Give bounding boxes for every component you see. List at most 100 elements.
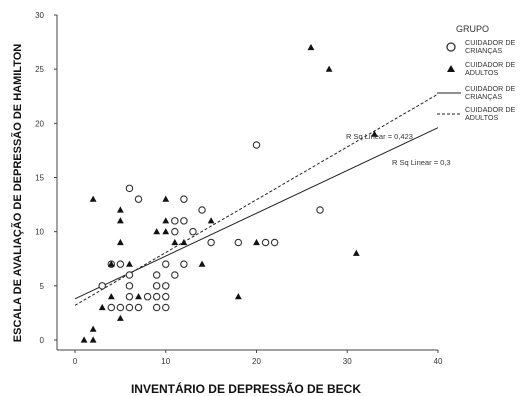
point-circle xyxy=(234,238,243,247)
point-circle xyxy=(162,292,170,301)
point-circle xyxy=(116,260,125,268)
legend-label: CUIDADOR DE xyxy=(465,84,516,93)
legend-label: CUIDADOR DE xyxy=(465,38,516,47)
legend-triangle-symbol xyxy=(447,65,455,72)
data-points xyxy=(80,43,378,343)
legend-title: GRUPO xyxy=(456,24,489,34)
point-triangle xyxy=(116,314,124,321)
point-triangle xyxy=(352,249,360,256)
x-tick-label: 10 xyxy=(161,357,170,366)
point-circle xyxy=(125,184,134,193)
point-circle xyxy=(152,292,161,301)
point-circle xyxy=(171,227,179,236)
y-tick-label: 5 xyxy=(40,282,45,291)
point-circle xyxy=(207,238,215,247)
point-triangle xyxy=(107,293,115,300)
point-circle xyxy=(98,282,106,290)
point-triangle xyxy=(153,228,161,235)
x-axis-label: INVENTÁRIO DE DEPRESSÃO DE BECK xyxy=(131,381,361,396)
point-triangle xyxy=(207,217,215,224)
point-circle xyxy=(189,227,197,236)
y-tick-label: 30 xyxy=(35,11,44,20)
legend-label: CUIDADOR DE xyxy=(465,60,516,69)
x-tick-label: 20 xyxy=(252,357,261,366)
point-triangle xyxy=(180,238,188,246)
point-triangle xyxy=(325,65,333,72)
legend-label: CRIANÇAS xyxy=(465,46,502,55)
point-circle xyxy=(134,303,143,312)
point-circle xyxy=(134,195,143,203)
point-circle xyxy=(162,282,170,290)
point-circle xyxy=(180,217,188,225)
legend-label: ADULTOS xyxy=(465,113,498,122)
point-circle xyxy=(125,271,134,279)
r-squared-label: R Sq Linear = 0,3 xyxy=(392,158,451,167)
y-tick-label: 10 xyxy=(35,228,44,237)
point-circle xyxy=(116,303,125,312)
y-tick-label: 15 xyxy=(35,174,44,183)
point-circle xyxy=(198,206,206,214)
point-circle xyxy=(180,260,188,268)
point-triangle xyxy=(80,336,88,343)
y-tick-label: 25 xyxy=(35,65,44,74)
point-circle xyxy=(316,206,324,214)
regression-lines xyxy=(74,93,439,306)
fit-line-children xyxy=(74,127,439,300)
point-circle xyxy=(180,195,188,203)
y-tick-label: 20 xyxy=(35,119,44,128)
point-triangle xyxy=(116,206,124,213)
point-circle xyxy=(143,292,152,301)
point-triangle xyxy=(307,43,315,51)
point-triangle xyxy=(126,260,133,267)
point-triangle xyxy=(171,238,179,246)
legend-label: CRIANÇAS xyxy=(465,92,502,101)
point-circle xyxy=(162,303,170,312)
point-triangle xyxy=(116,238,124,246)
point-triangle xyxy=(371,130,378,137)
point-circle xyxy=(162,260,170,268)
x-tick-label: 0 xyxy=(73,357,78,366)
point-triangle xyxy=(162,217,170,224)
point-circle xyxy=(171,271,179,279)
point-triangle xyxy=(253,238,260,246)
point-triangle xyxy=(135,293,142,300)
y-axis-label: ESCALA DE AVALIAÇÃO DE DEPRESSÃO DE HAMI… xyxy=(11,44,24,343)
point-triangle xyxy=(98,303,106,311)
legend-label: CUIDADOR DE xyxy=(465,105,516,114)
point-triangle xyxy=(89,195,97,202)
legend-label: ADULTOS xyxy=(465,68,498,77)
point-circle xyxy=(270,238,279,247)
point-circle xyxy=(107,303,116,312)
point-circle xyxy=(171,217,179,225)
point-triangle xyxy=(162,228,170,235)
x-tick-label: 40 xyxy=(434,357,443,366)
point-triangle xyxy=(89,336,97,343)
y-tick-label: 0 xyxy=(40,336,45,345)
point-circle xyxy=(152,282,161,290)
point-triangle xyxy=(234,293,242,300)
point-circle xyxy=(125,303,134,312)
point-circle xyxy=(152,303,161,312)
point-triangle xyxy=(107,260,115,267)
legend-circle-symbol xyxy=(446,42,456,52)
axis-ticks: 0 5 10 15 20 25 30 0 10 20 30 40 xyxy=(35,11,443,366)
plot-frame xyxy=(56,15,438,351)
point-circle xyxy=(252,141,261,149)
r-squared-label: R Sq Linear = 0,423 xyxy=(346,132,413,141)
point-triangle xyxy=(198,260,206,267)
point-circle xyxy=(152,271,161,279)
point-triangle xyxy=(116,217,124,224)
point-circle xyxy=(125,292,134,301)
point-triangle xyxy=(162,195,170,202)
point-circle xyxy=(125,282,134,290)
point-circle xyxy=(261,238,270,247)
point-triangle xyxy=(89,325,97,332)
annotations: R Sq Linear = 0,423 R Sq Linear = 0,3 xyxy=(346,132,451,167)
x-tick-label: 30 xyxy=(343,357,352,366)
